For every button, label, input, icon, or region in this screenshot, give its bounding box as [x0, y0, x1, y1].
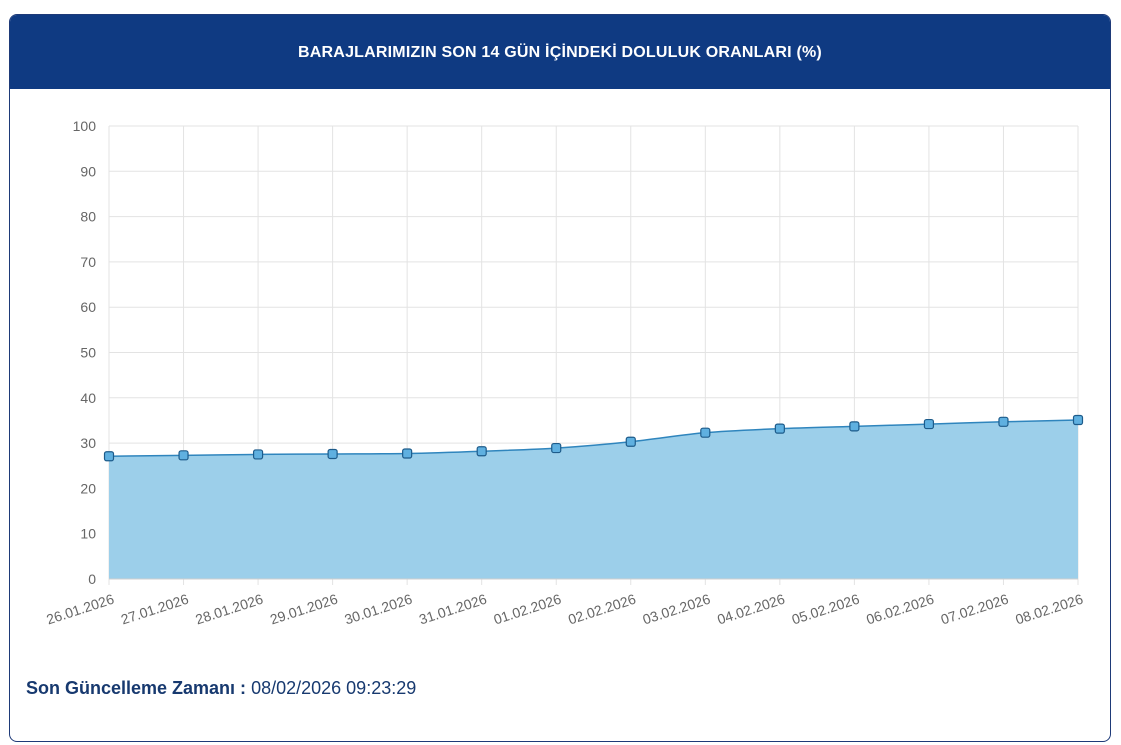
- y-tick-label: 0: [88, 571, 96, 587]
- data-point: [327, 448, 338, 460]
- data-point: [476, 446, 487, 457]
- y-tick-label: 80: [80, 209, 96, 225]
- x-tick-label: 08.02.2026: [1013, 591, 1085, 628]
- series-line: [108, 419, 1079, 457]
- data-point: [998, 416, 1009, 427]
- x-tick-label: 01.02.2026: [492, 591, 564, 628]
- last-update-label: Son Güncelleme Zamanı :: [26, 678, 247, 698]
- data-point: [923, 418, 935, 430]
- data-point: [625, 436, 636, 447]
- x-tick-label: 30.01.2026: [342, 591, 414, 628]
- data-point: [252, 449, 264, 460]
- x-tick-label: 03.02.2026: [641, 591, 713, 628]
- data-point: [774, 423, 785, 434]
- chart-title: BARAJLARIMIZIN SON 14 GÜN İÇİNDEKİ DOLUL…: [298, 44, 822, 61]
- data-point: [849, 421, 860, 432]
- y-tick-label: 20: [80, 480, 96, 496]
- data-point: [700, 427, 711, 438]
- dam-occupancy-card: BARAJLARIMIZIN SON 14 GÜN İÇİNDEKİ DOLUL…: [9, 14, 1111, 742]
- x-tick-label: 29.01.2026: [268, 591, 340, 628]
- last-update: Son Güncelleme Zamanı : 08/02/2026 09:23…: [26, 678, 416, 699]
- data-point: [402, 448, 413, 459]
- data-point: [551, 442, 562, 454]
- x-tick-label: 27.01.2026: [119, 591, 191, 628]
- x-tick-label: 31.01.2026: [417, 591, 489, 628]
- y-tick-label: 50: [80, 345, 96, 361]
- y-tick-label: 90: [80, 163, 96, 179]
- x-tick-label: 07.02.2026: [939, 591, 1011, 628]
- x-tick-label: 04.02.2026: [715, 591, 787, 628]
- data-point: [178, 450, 189, 461]
- y-tick-label: 100: [73, 118, 97, 134]
- y-tick-label: 30: [80, 435, 96, 451]
- x-tick-label: 02.02.2026: [566, 591, 638, 628]
- y-tick-label: 70: [80, 254, 96, 270]
- x-tick-label: 28.01.2026: [193, 591, 265, 628]
- y-tick-label: 40: [80, 390, 96, 406]
- last-update-value: 08/02/2026 09:23:29: [251, 678, 417, 698]
- data-point: [103, 451, 115, 462]
- series-area: [109, 419, 1078, 579]
- x-tick-label: 05.02.2026: [790, 591, 862, 628]
- card-header: BARAJLARIMIZIN SON 14 GÜN İÇİNDEKİ DOLUL…: [10, 15, 1110, 89]
- x-tick-label: 06.02.2026: [864, 591, 936, 628]
- x-tick-label: 26.01.2026: [44, 591, 116, 628]
- y-tick-label: 10: [80, 526, 96, 542]
- y-tick-label: 60: [80, 299, 96, 315]
- data-point: [1072, 414, 1084, 426]
